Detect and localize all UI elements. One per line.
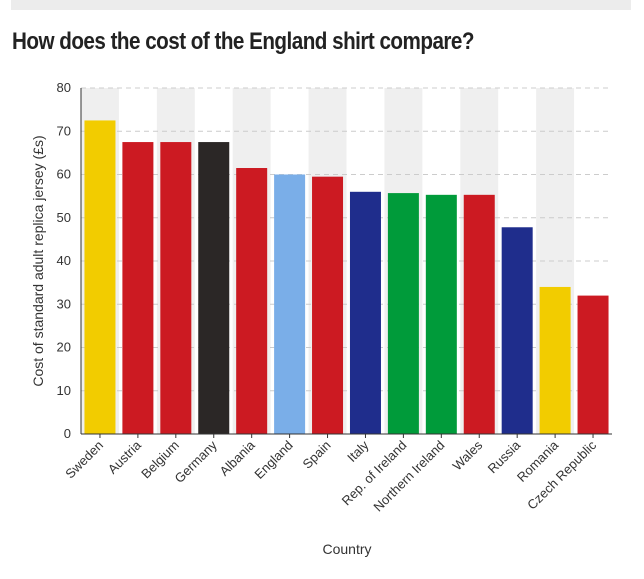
bar <box>501 227 533 434</box>
x-tick-label: Sweden <box>62 438 106 482</box>
y-tick-labels: 0 10 20 30 40 50 60 70 80 <box>57 80 71 441</box>
y-tick-label: 30 <box>57 296 71 311</box>
bar <box>84 120 116 434</box>
bar <box>160 142 192 434</box>
x-tick-label: Wales <box>450 437 486 473</box>
x-tick-labels: SwedenAustriaBelgiumGermanyAlbaniaEnglan… <box>62 437 599 515</box>
y-tick-label: 40 <box>57 253 71 268</box>
bar <box>312 176 344 434</box>
bar <box>236 168 268 434</box>
bar <box>274 174 306 434</box>
bar <box>122 142 154 434</box>
x-tick-label: Italy <box>344 437 372 465</box>
bar <box>539 286 571 434</box>
y-axis-title: Cost of standard adult replica jersey (£… <box>30 135 46 386</box>
top-bar <box>11 0 631 10</box>
x-tick-label: Germany <box>171 437 220 486</box>
bar <box>425 194 457 434</box>
y-tick-label: 20 <box>57 340 71 355</box>
y-tick-label: 70 <box>57 123 71 138</box>
bar <box>463 194 495 434</box>
x-tick-label: Czech Republic <box>524 437 599 512</box>
y-tick-label: 80 <box>57 80 71 95</box>
y-tick-label: 0 <box>64 426 71 441</box>
y-tick-label: 50 <box>57 210 71 225</box>
x-tick-label: Northern Ireland <box>370 438 447 515</box>
bar <box>577 295 609 434</box>
x-axis-title: Country <box>322 541 371 557</box>
bar <box>198 142 230 434</box>
y-tick-label: 10 <box>57 383 71 398</box>
axes <box>80 88 612 438</box>
bar <box>387 193 419 434</box>
x-tick-label: England <box>251 438 295 482</box>
chart-title: How does the cost of the England shirt c… <box>12 28 475 55</box>
bars <box>84 120 609 434</box>
x-tick-label: Spain <box>300 438 334 472</box>
y-tick-label: 60 <box>57 167 71 182</box>
bar <box>349 191 381 434</box>
